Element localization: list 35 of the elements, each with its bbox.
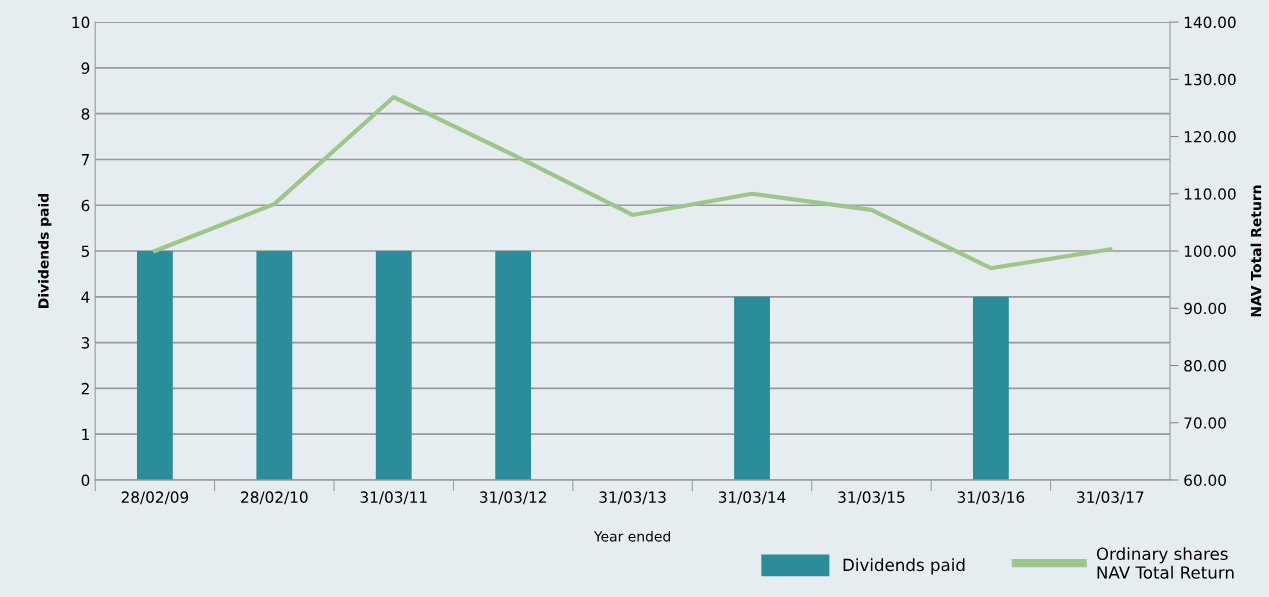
y-tick-label: 9 xyxy=(81,62,90,74)
line-series xyxy=(152,94,1113,271)
y2-tick-label: 80.00 xyxy=(1184,359,1226,372)
y2-tick-label: 140.00 xyxy=(1184,16,1236,29)
y-tick-label: 0 xyxy=(81,474,90,487)
x-axis-title: Year ended xyxy=(593,530,671,542)
x-tick-label: 31/03/11 xyxy=(360,491,427,505)
y-tick-label: 2 xyxy=(81,382,89,395)
x-tick-label: 31/03/14 xyxy=(718,491,786,505)
y2-tick-label: 60.00 xyxy=(1184,474,1226,487)
x-tick-label: 28/02/09 xyxy=(121,491,189,505)
y-tick-label: 1 xyxy=(82,428,89,440)
x-tick-label: 31/03/16 xyxy=(957,491,1025,505)
y2-tick-label: 130.00 xyxy=(1184,73,1236,86)
y2-tick-label: 90.00 xyxy=(1184,302,1226,315)
y2-tick-label: 70.00 xyxy=(1184,417,1226,429)
x-tick-label: 31/03/13 xyxy=(599,491,666,505)
legend-label: Dividends paid xyxy=(843,558,965,575)
legend-label: Ordinary shares NAV Total Return xyxy=(1096,547,1234,579)
y-tick-label: 7 xyxy=(81,154,90,166)
y2-tick-label: 110.00 xyxy=(1184,188,1236,200)
y-tick-label: 10 xyxy=(72,16,90,29)
x-tick-label: 31/03/17 xyxy=(1077,491,1144,505)
x-tick-label: 31/03/12 xyxy=(480,491,546,505)
y2-tick-label: 100.00 xyxy=(1184,245,1236,258)
y2-axis-title: NAV Total Return xyxy=(1250,185,1262,317)
y-tick-label: 4 xyxy=(81,291,90,303)
y-tick-label: 8 xyxy=(81,108,90,120)
y-axis-title: Dividends paid xyxy=(37,194,52,308)
y2-tick-label: 120.00 xyxy=(1184,131,1236,143)
y-tick-label: 6 xyxy=(81,199,90,212)
y-tick-label: 3 xyxy=(81,337,90,349)
x-tick-label: 28/02/10 xyxy=(241,491,308,505)
y-tick-label: 5 xyxy=(81,245,89,258)
x-tick-label: 31/03/15 xyxy=(838,491,905,505)
